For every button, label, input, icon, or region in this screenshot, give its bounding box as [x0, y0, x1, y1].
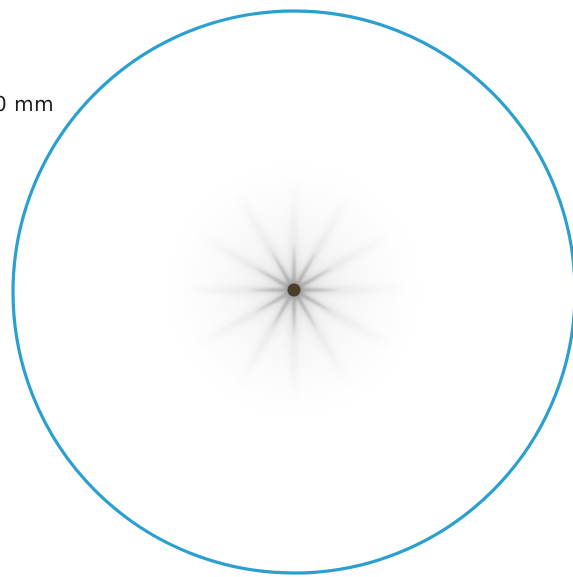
star-ray [291, 244, 297, 290]
faint-ray [291, 235, 390, 295]
star-ray [248, 287, 294, 293]
star-rays [248, 244, 340, 336]
faint-ray [184, 285, 294, 295]
star-ray [271, 250, 297, 292]
faint-ray [294, 285, 404, 295]
center-dot [287, 283, 301, 297]
faint-ray [198, 285, 297, 345]
star-ray [254, 267, 296, 293]
faint-ray [239, 194, 299, 293]
faint-ray [289, 287, 349, 386]
faint-ray [291, 285, 390, 345]
faint-ray [289, 194, 349, 293]
star-ray [254, 287, 296, 313]
star-ray [291, 250, 317, 292]
faint-ray [198, 235, 297, 295]
faint-ray [289, 180, 299, 290]
faint-ray [289, 290, 299, 400]
star-ray [291, 288, 317, 330]
star-ray [294, 287, 340, 293]
size-label: 0 mm [0, 92, 55, 116]
star-ray [292, 287, 334, 313]
star-ray [292, 267, 334, 293]
faint-rays [184, 180, 404, 400]
star-ray [271, 288, 297, 330]
outer-ring [11, 9, 573, 575]
star-ray [291, 290, 297, 336]
faint-ray [239, 287, 299, 386]
